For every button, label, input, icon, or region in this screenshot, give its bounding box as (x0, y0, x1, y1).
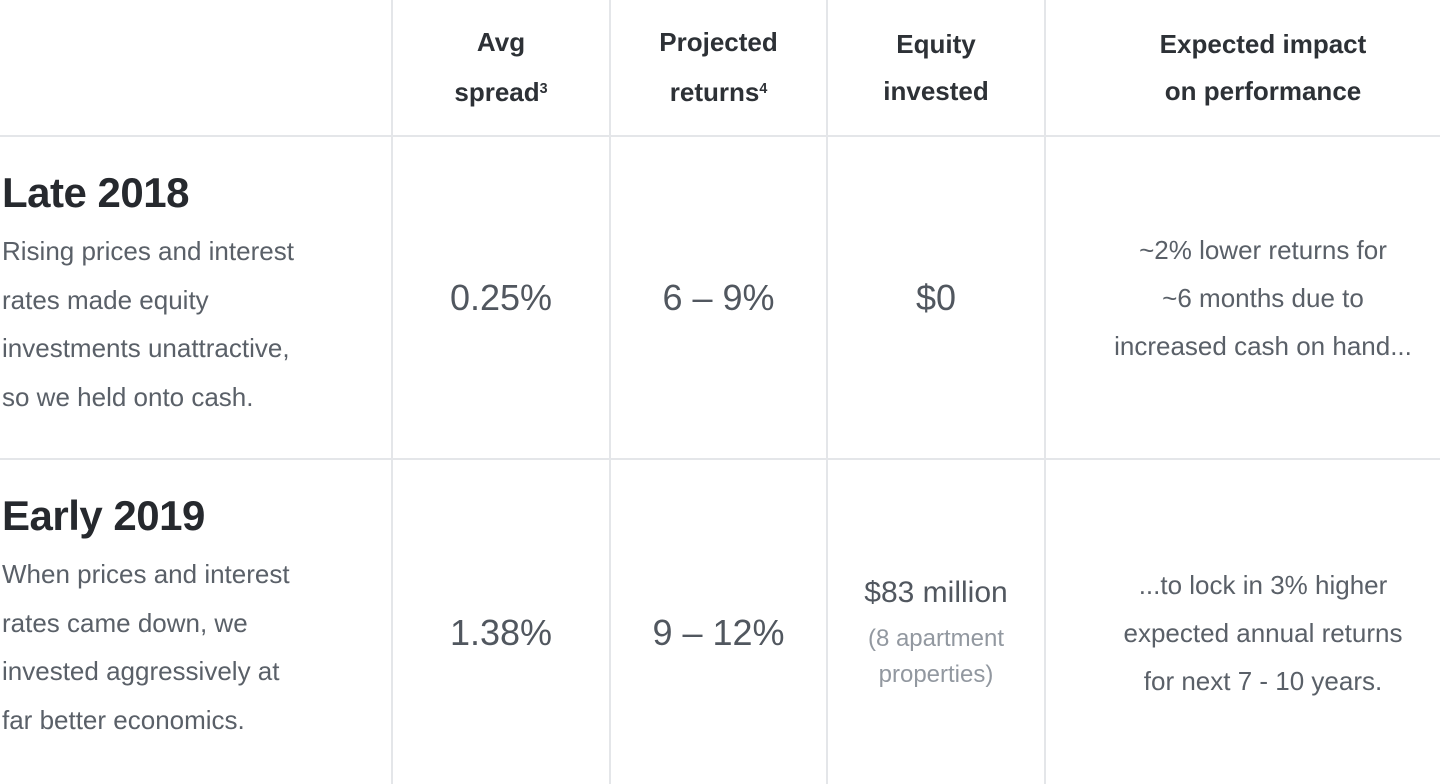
cell-avg-spread-late-2018: 0.25% (393, 137, 611, 460)
description-line: rates made equity (2, 284, 209, 315)
description-line: When prices and interest (2, 559, 290, 589)
cell-equity-invested-early-2019: $83 million (8 apartment properties) (828, 460, 1046, 784)
impact-line: expected annual returns (1123, 617, 1403, 648)
impact-line: increased cash on hand... (1114, 330, 1412, 361)
description-line: investments unattractive, (2, 333, 290, 363)
equity-invested-value: $0 (915, 276, 957, 318)
cell-avg-spread-early-2019: 1.38% (393, 460, 611, 784)
description-line: far better economics. (2, 704, 245, 735)
description-line: invested aggressively at (2, 656, 280, 686)
avg-spread-value: 0.25% (449, 276, 553, 318)
equity-invested-value: $83 million (864, 575, 1008, 609)
equity-note-line: (8 apartment (867, 624, 1005, 652)
projected-returns-value: 9 – 12% (652, 611, 785, 653)
description-line: so we held onto cash. (2, 381, 254, 412)
description-line: Rising prices and interest (2, 236, 294, 266)
header-line: Avg (476, 27, 526, 58)
header-empty-cell (0, 0, 393, 137)
row-label-late-2018: Late 2018 Rising prices and interest rat… (0, 137, 393, 460)
projected-returns-value: 6 – 9% (662, 276, 775, 318)
period-description: Rising prices and interest rates made eq… (2, 227, 361, 421)
column-header-equity-invested: Equity invested (828, 0, 1046, 137)
footnote-marker: 4 (759, 81, 768, 98)
header-line: Projected (659, 27, 778, 58)
impact-line: for next 7 - 10 years. (1143, 665, 1383, 696)
column-header-projected-returns: Projected returns4 (611, 0, 828, 137)
period-description: When prices and interest rates came down… (2, 550, 361, 744)
cell-equity-invested-late-2018: $0 (828, 137, 1046, 460)
period-title: Late 2018 (2, 169, 189, 216)
impact-line: ~6 months due to (1162, 282, 1364, 313)
description-line: rates came down, we (2, 607, 248, 638)
period-title: Early 2019 (2, 492, 205, 539)
footnote-marker: 3 (539, 81, 548, 98)
header-line: Expected impact (1159, 28, 1367, 59)
impact-line: ...to lock in 3% higher (1138, 569, 1388, 600)
column-header-expected-impact: Expected impact on performance (1046, 0, 1440, 137)
impact-line: ~2% lower returns for (1139, 234, 1387, 265)
avg-spread-value: 1.38% (449, 611, 553, 653)
equity-invested-note: (8 apartment properties) (868, 621, 1004, 693)
equity-note-line: properties) (878, 660, 994, 688)
row-label-early-2019: Early 2019 When prices and interest rate… (0, 460, 393, 784)
header-line: Equity (896, 28, 976, 59)
cell-projected-returns-early-2019: 9 – 12% (611, 460, 828, 784)
header-line: on performance (1164, 75, 1362, 106)
header-line: invested (883, 75, 989, 106)
cell-projected-returns-late-2018: 6 – 9% (611, 137, 828, 460)
header-line: spread3 (454, 76, 548, 107)
column-header-avg-spread: Avg spread3 (393, 0, 611, 137)
header-line: returns4 (669, 76, 768, 107)
cell-expected-impact-early-2019: ...to lock in 3% higher expected annual … (1046, 460, 1440, 784)
cell-expected-impact-late-2018: ~2% lower returns for ~6 months due to i… (1046, 137, 1440, 460)
